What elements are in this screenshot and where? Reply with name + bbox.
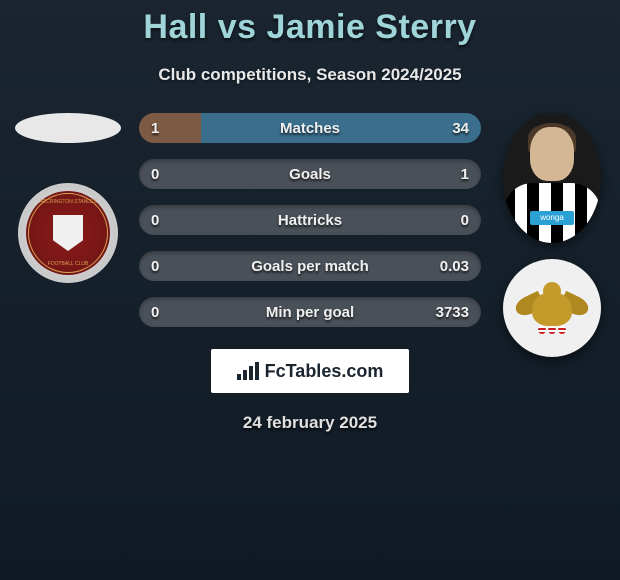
- left-player-column: ACCRINGTON STANLEY FOOTBALL CLUB: [8, 113, 128, 283]
- fill-left: [139, 113, 201, 143]
- player-right-photo: wonga: [503, 113, 601, 243]
- stat-value-right: 0.03: [440, 258, 469, 275]
- stat-value-right: 3733: [436, 304, 469, 321]
- stat-label: Goals: [289, 166, 331, 183]
- comparison-content: ACCRINGTON STANLEY FOOTBALL CLUB wonga: [0, 113, 620, 327]
- stat-label: Min per goal: [266, 304, 354, 321]
- stat-label: Matches: [280, 120, 340, 137]
- stat-row: 0 Goals 1: [139, 159, 481, 189]
- jersey-sponsor: wonga: [530, 211, 574, 225]
- page-title: Hall vs Jamie Sterry: [0, 8, 620, 47]
- date-label: 24 february 2025: [0, 413, 620, 433]
- stat-value-left: 0: [151, 212, 159, 229]
- stat-value-left: 0: [151, 258, 159, 275]
- header: Hall vs Jamie Sterry Club competitions, …: [0, 0, 620, 85]
- brand-text: FcTables.com: [265, 361, 384, 382]
- club-badge-right: [503, 259, 601, 357]
- bird-head: [543, 282, 561, 300]
- stat-value-left: 1: [151, 120, 159, 137]
- chart-icon: [237, 362, 259, 380]
- stat-value-left: 0: [151, 304, 159, 321]
- stat-value-right: 0: [461, 212, 469, 229]
- fill-right: [201, 113, 481, 143]
- bird-icon: [517, 278, 587, 338]
- badge-text-top: ACCRINGTON STANLEY: [26, 199, 110, 205]
- stat-label: Goals per match: [251, 258, 369, 275]
- stat-value-right: 34: [452, 120, 469, 137]
- stat-row: 0 Goals per match 0.03: [139, 251, 481, 281]
- stat-label: Hattricks: [278, 212, 342, 229]
- badge-text-bottom: FOOTBALL CLUB: [26, 261, 110, 267]
- badge-inner: ACCRINGTON STANLEY FOOTBALL CLUB: [26, 191, 110, 275]
- club-badge-left: ACCRINGTON STANLEY FOOTBALL CLUB: [18, 183, 118, 283]
- stat-value-left: 0: [151, 166, 159, 183]
- stat-row: 0 Min per goal 3733: [139, 297, 481, 327]
- right-player-column: wonga: [492, 113, 612, 357]
- player-left-placeholder: [15, 113, 121, 143]
- stat-row: 0 Hattricks 0: [139, 205, 481, 235]
- stat-row: 1 Matches 34: [139, 113, 481, 143]
- page-subtitle: Club competitions, Season 2024/2025: [0, 65, 620, 85]
- brand-logo[interactable]: FcTables.com: [211, 349, 409, 393]
- stat-value-right: 1: [461, 166, 469, 183]
- player-head: [530, 127, 574, 181]
- stat-rows: 1 Matches 34 0 Goals 1 0 Hattricks 0 0 Goals per m…: [139, 113, 481, 327]
- hoops-icon: [538, 326, 566, 334]
